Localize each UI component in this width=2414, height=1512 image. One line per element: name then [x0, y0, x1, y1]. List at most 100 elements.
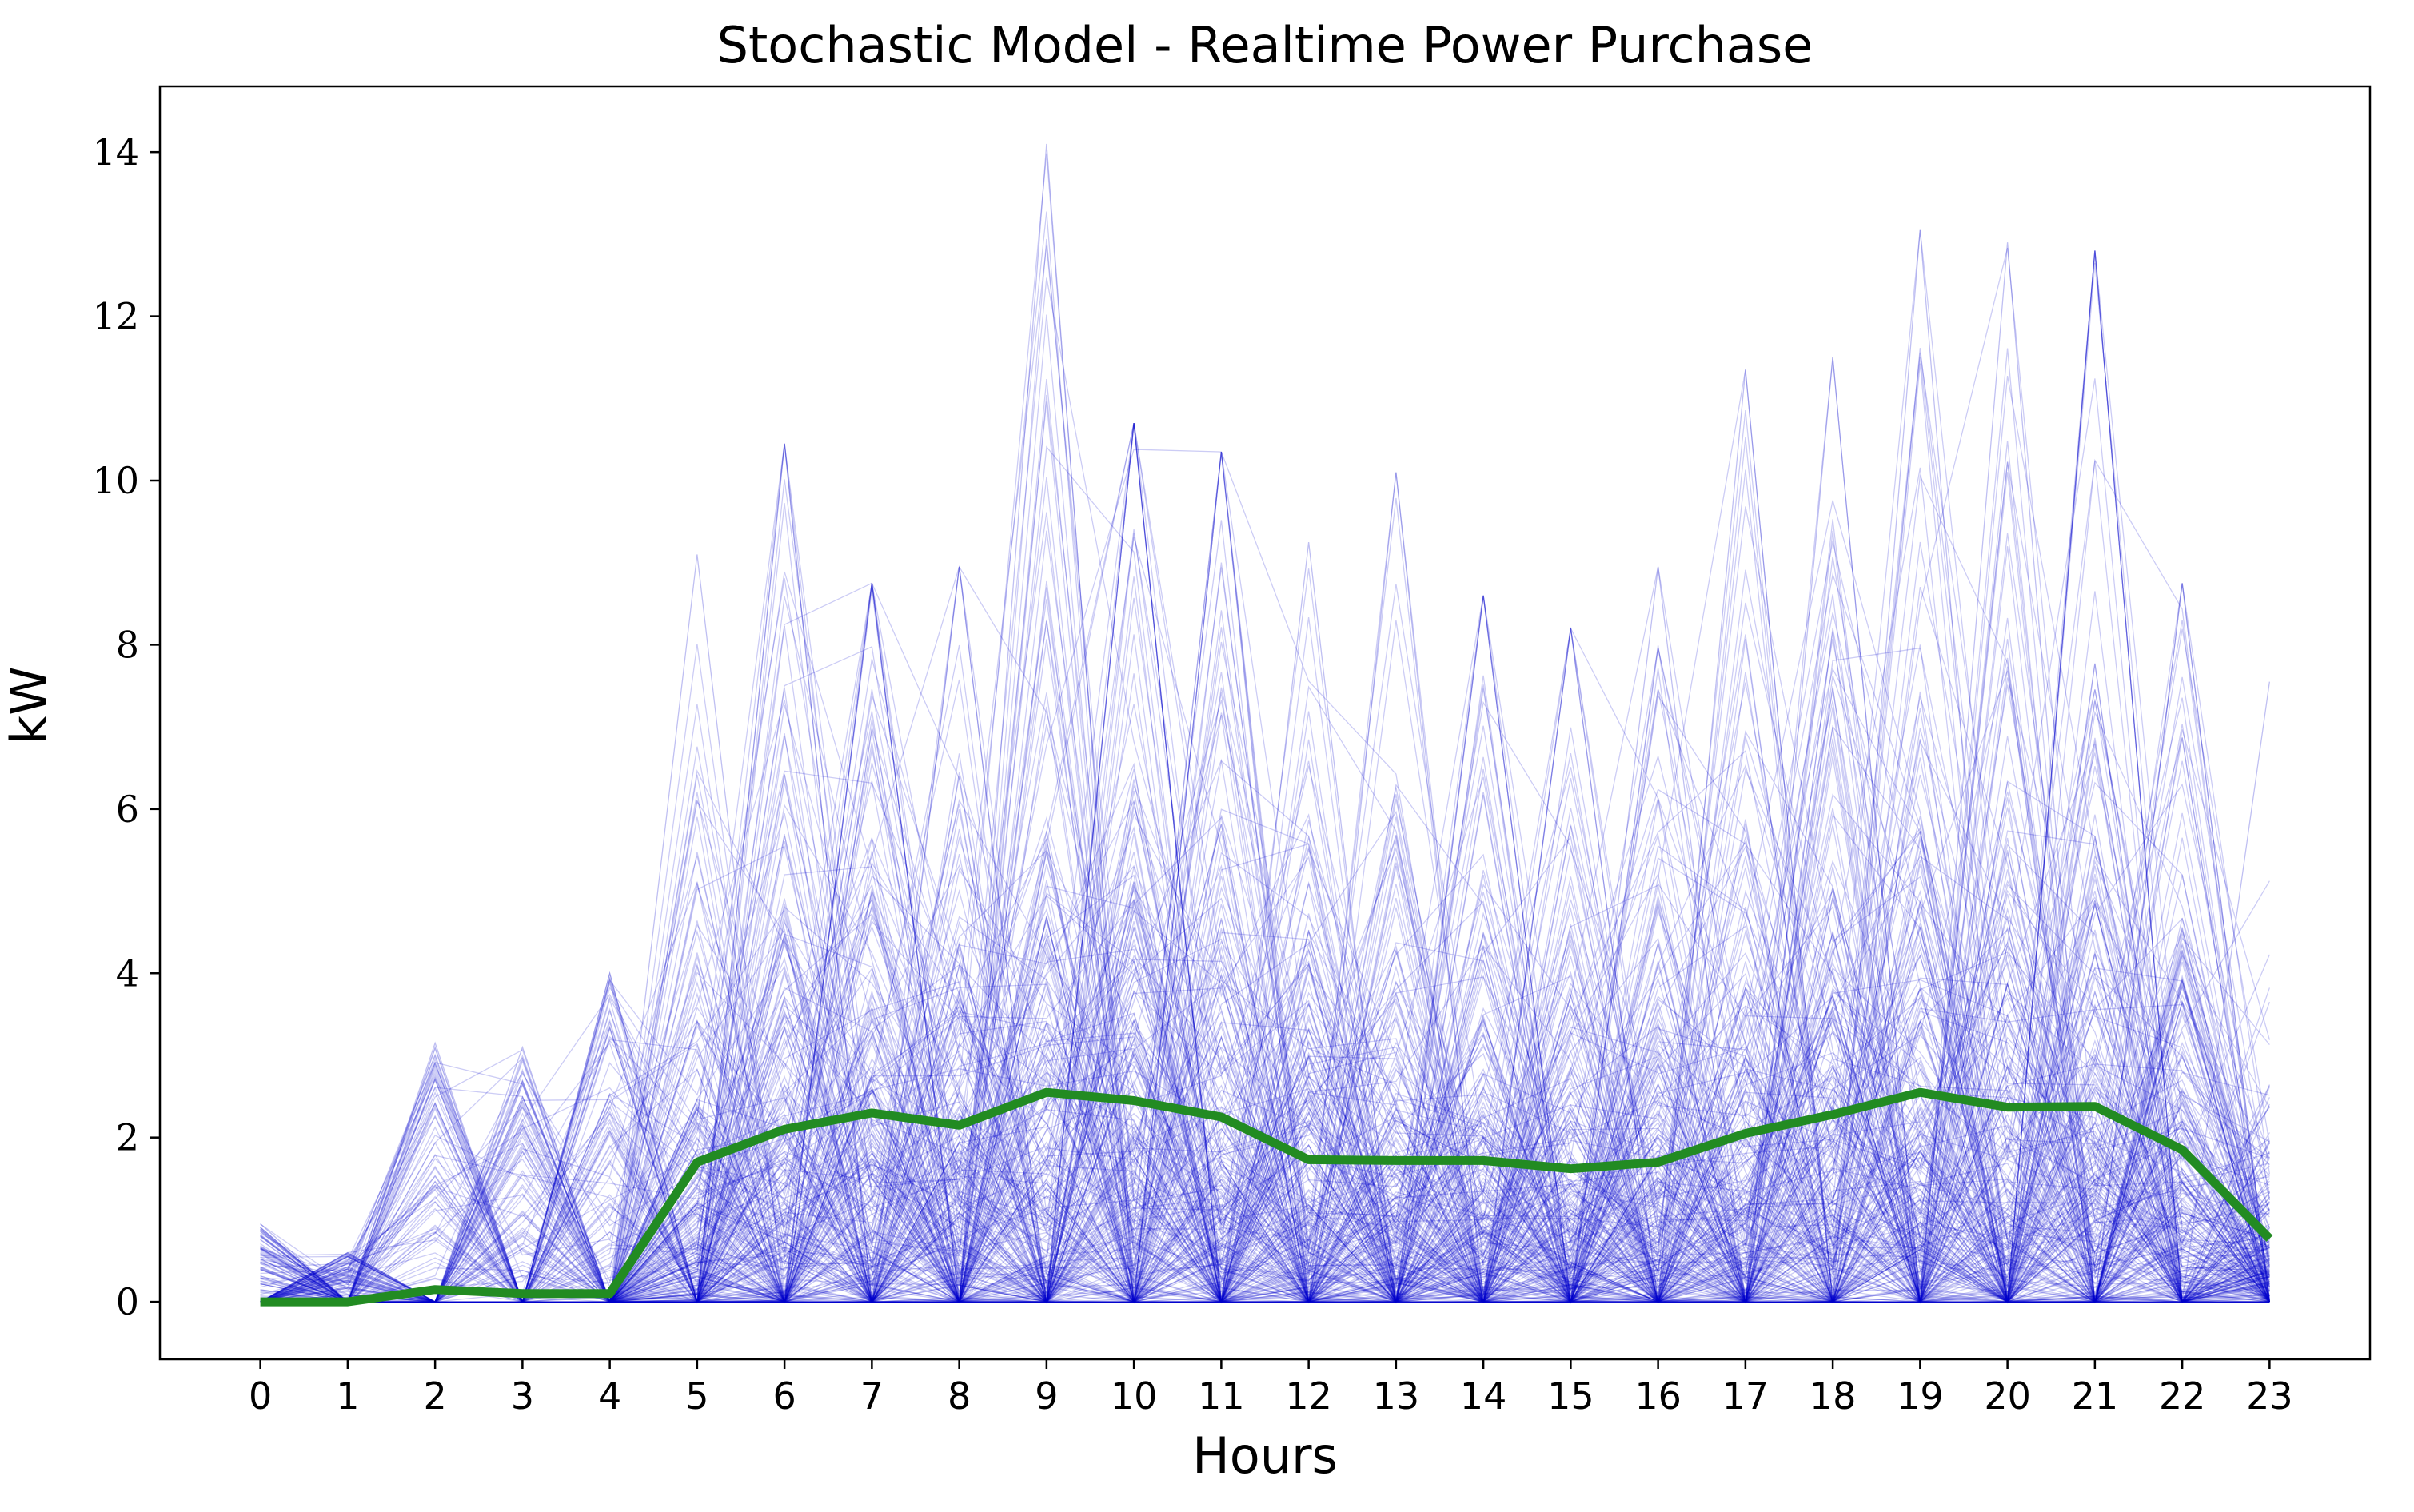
scenario-line	[260, 692, 2270, 1303]
x-tick-label: 7	[860, 1374, 884, 1418]
scenario-line	[260, 979, 2271, 1303]
scenario-line	[260, 704, 2270, 1303]
scenario-line	[260, 423, 2270, 1303]
x-tick-label: 14	[1460, 1374, 1507, 1418]
scenario-line	[260, 769, 2270, 1303]
scenario-line	[260, 730, 2270, 1303]
scenario-line	[260, 917, 2270, 1304]
scenario-line	[260, 631, 2270, 1303]
scenario-line	[260, 594, 2270, 1303]
scenario-line	[260, 886, 2270, 1303]
scenario-line	[260, 462, 2270, 1303]
scenario-line	[260, 247, 2270, 1303]
scenario-line	[260, 566, 2270, 1303]
scenario-line	[260, 529, 2271, 1303]
scenario-line	[260, 916, 2270, 1303]
mean-line-layer	[260, 1087, 2273, 1307]
scenario-line	[260, 668, 2271, 1303]
scenario-line	[260, 719, 2271, 1303]
scenario-line	[260, 638, 2270, 1303]
scenario-line	[260, 394, 2270, 1304]
y-tick-label: 0	[116, 1280, 139, 1323]
scenario-line	[260, 229, 2270, 1303]
scenario-line	[260, 746, 2271, 1303]
scenario-line	[260, 537, 2270, 1303]
scenario-line	[260, 715, 2270, 1303]
scenario-peak-line	[1919, 242, 2096, 1303]
scenario-line	[260, 626, 2270, 1303]
x-tick-label: 11	[1198, 1374, 1245, 1418]
scenario-line	[260, 889, 2271, 1303]
scenario-line	[260, 565, 2270, 1303]
scenario-line	[260, 1011, 2270, 1304]
scenario-line	[260, 825, 2271, 1303]
scenario-line	[260, 628, 2270, 1303]
scenario-line	[260, 909, 2271, 1304]
x-axis-label: Hours	[1192, 1426, 1338, 1485]
scenario-line	[260, 587, 2270, 1304]
scenario-line	[260, 882, 2270, 1303]
scenario-line	[260, 250, 2270, 1304]
scenario-line	[260, 449, 2270, 1303]
y-tick-label: 14	[92, 130, 139, 174]
scenario-line	[260, 423, 2270, 1303]
scenario-line	[260, 766, 2270, 1303]
scenario-line	[260, 860, 2270, 1303]
scenario-line	[260, 644, 2270, 1303]
scenario-line	[260, 888, 2270, 1303]
scenario-line	[260, 1118, 2270, 1303]
scenario-line	[260, 746, 2270, 1303]
scenario-line	[260, 932, 2270, 1303]
scenario-line	[260, 840, 2270, 1303]
scenario-peak-line	[2006, 250, 2183, 1303]
scenario-line	[260, 868, 2270, 1303]
scenario-peak-line	[871, 566, 1047, 1303]
scenario-line	[260, 588, 2270, 1303]
scenario-line	[260, 855, 2270, 1303]
scenario-line	[260, 648, 2270, 1303]
scenario-line	[260, 839, 2270, 1303]
scenario-line	[260, 477, 2270, 1303]
x-tick-label: 3	[511, 1374, 534, 1418]
scenario-line	[260, 704, 2270, 1303]
scenario-line	[260, 445, 2270, 1304]
scenario-line	[260, 610, 2270, 1303]
scenario-line	[260, 597, 2271, 1304]
scenario-line	[260, 423, 2270, 1303]
scenario-line	[260, 452, 2270, 1303]
scenario-line	[260, 688, 2270, 1303]
scenario-line	[260, 626, 2270, 1303]
scenario-line	[260, 938, 2270, 1303]
scenario-line	[260, 836, 2271, 1304]
scenario-line	[260, 942, 2270, 1304]
scenario-line	[260, 452, 2271, 1304]
scenario-line	[260, 582, 2271, 1303]
scenario-peak-line	[2181, 681, 2271, 1303]
scenario-line	[260, 935, 2271, 1304]
scenario-line	[260, 687, 2270, 1303]
scenario-line	[260, 964, 2270, 1303]
scenario-peak-line	[347, 1041, 523, 1303]
scenario-line	[260, 533, 2270, 1303]
scenario-line	[260, 546, 2270, 1303]
scenario-line	[260, 816, 2270, 1303]
scenario-line	[260, 672, 2270, 1304]
mean-line	[260, 1087, 2273, 1307]
scenario-line	[260, 567, 2270, 1303]
scenario-line	[260, 519, 2270, 1303]
x-tick-label: 23	[2246, 1374, 2293, 1418]
scenario-line	[260, 947, 2270, 1303]
scenario-line	[260, 692, 2270, 1303]
scenario-line	[260, 628, 2271, 1303]
scenario-line	[260, 541, 2271, 1303]
scenario-line	[260, 806, 2270, 1304]
scenario-line	[260, 736, 2270, 1304]
scenario-line	[260, 898, 2270, 1303]
scenario-line	[260, 874, 2271, 1303]
scenario-line	[260, 691, 2270, 1303]
x-tick-label: 8	[948, 1374, 971, 1418]
scenario-line	[260, 1015, 2270, 1303]
scenario-line	[260, 695, 2271, 1304]
scenario-line	[260, 1106, 2270, 1303]
scenario-line	[260, 792, 2271, 1304]
